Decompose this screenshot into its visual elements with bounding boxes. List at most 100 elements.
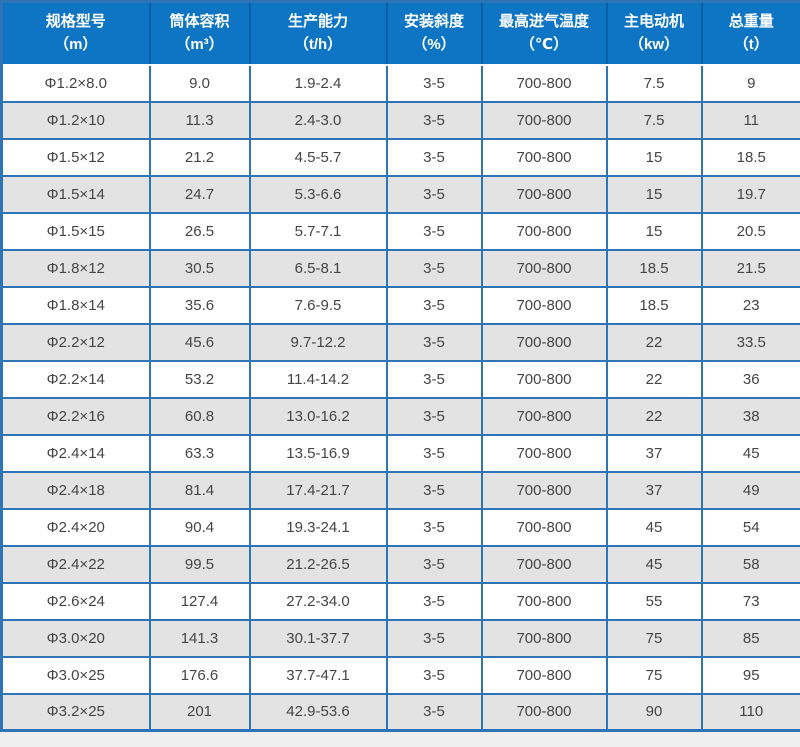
table-row: Φ3.0×25 176.6 37.7-47.1 3-5 700-800 75 95 bbox=[0, 655, 800, 695]
value-cell: 37 bbox=[605, 470, 703, 510]
value-cell: 7.6-9.5 bbox=[248, 285, 388, 325]
model-cell: Φ1.2×10 bbox=[0, 100, 151, 140]
value-cell: 13.5-16.9 bbox=[248, 433, 388, 473]
value-cell: 37 bbox=[605, 433, 703, 473]
value-cell: 9.0 bbox=[148, 63, 251, 103]
column-header-unit: （℃） bbox=[519, 36, 569, 54]
value-cell: 54 bbox=[700, 507, 800, 547]
column-header-label: 筒体容积 bbox=[169, 13, 230, 30]
table-row: Φ3.2×25 201 42.9-53.6 3-5 700-800 90 110 bbox=[0, 692, 800, 732]
value-cell: 18.5 bbox=[605, 285, 703, 325]
table-row: Φ2.4×14 63.3 13.5-16.9 3-5 700-800 37 45 bbox=[0, 433, 800, 473]
table-row: Φ2.4×20 90.4 19.3-24.1 3-5 700-800 45 54 bbox=[0, 507, 800, 547]
value-cell: 21.5 bbox=[700, 248, 800, 288]
spec-table: 规格型号 （m） 筒体容积 （m³） 生产能力 （t/h） 安装斜度 （%） 最高进气温度 （℃）… bbox=[0, 0, 800, 732]
model-cell: Φ1.5×12 bbox=[0, 137, 151, 177]
table-header: 规格型号 （m） 筒体容积 （m³） 生产能力 （t/h） 安装斜度 （%） 最高进气温度 （℃）… bbox=[1, 1, 800, 66]
column-header-unit: （kw） bbox=[628, 36, 679, 54]
value-cell: 3-5 bbox=[385, 63, 483, 103]
value-cell: 3-5 bbox=[385, 137, 483, 177]
value-cell: 2.4-3.0 bbox=[248, 100, 388, 140]
model-cell: Φ1.5×14 bbox=[0, 174, 151, 214]
header-row: 规格型号 （m） 筒体容积 （m³） 生产能力 （t/h） 安装斜度 （%） 最高进气温度 （℃）… bbox=[1, 1, 800, 66]
value-cell: 19.3-24.1 bbox=[248, 507, 388, 547]
model-cell: Φ2.6×24 bbox=[0, 581, 151, 621]
value-cell: 700-800 bbox=[480, 137, 608, 177]
value-cell: 1.9-2.4 bbox=[248, 63, 388, 103]
column-header-unit: （m） bbox=[54, 36, 98, 54]
value-cell: 15 bbox=[605, 137, 703, 177]
model-cell: Φ2.4×18 bbox=[0, 470, 151, 510]
column-header-label: 规格型号 bbox=[45, 13, 106, 30]
table-row: Φ2.2×12 45.6 9.7-12.2 3-5 700-800 22 33.5 bbox=[0, 322, 800, 362]
value-cell: 11.3 bbox=[148, 100, 251, 140]
value-cell: 3-5 bbox=[385, 248, 483, 288]
value-cell: 24.7 bbox=[148, 174, 251, 214]
value-cell: 33.5 bbox=[700, 322, 800, 362]
value-cell: 4.5-5.7 bbox=[248, 137, 388, 177]
column-header-label: 主电动机 bbox=[623, 13, 684, 30]
value-cell: 3-5 bbox=[385, 470, 483, 510]
value-cell: 700-800 bbox=[480, 692, 608, 732]
model-cell: Φ1.2×8.0 bbox=[0, 63, 151, 103]
value-cell: 110 bbox=[700, 692, 800, 732]
column-header: 主电动机 （kw） bbox=[605, 1, 702, 66]
model-cell: Φ1.5×15 bbox=[0, 211, 151, 251]
value-cell: 700-800 bbox=[480, 433, 608, 473]
value-cell: 176.6 bbox=[148, 655, 251, 695]
value-cell: 21.2 bbox=[148, 137, 251, 177]
value-cell: 5.7-7.1 bbox=[248, 211, 388, 251]
table-row: Φ3.0×20 141.3 30.1-37.7 3-5 700-800 75 85 bbox=[0, 618, 800, 658]
value-cell: 35.6 bbox=[148, 285, 251, 325]
value-cell: 37.7-47.1 bbox=[248, 655, 388, 695]
value-cell: 15 bbox=[605, 211, 703, 251]
value-cell: 45 bbox=[605, 507, 703, 547]
value-cell: 58 bbox=[700, 544, 800, 584]
model-cell: Φ3.0×25 bbox=[0, 655, 151, 695]
value-cell: 90.4 bbox=[148, 507, 251, 547]
column-header: 安装斜度 （%） bbox=[385, 1, 482, 66]
column-header-label: 最高进气温度 bbox=[498, 13, 589, 30]
value-cell: 3-5 bbox=[385, 396, 483, 436]
model-cell: Φ2.4×22 bbox=[0, 544, 151, 584]
value-cell: 3-5 bbox=[385, 655, 483, 695]
value-cell: 15 bbox=[605, 174, 703, 214]
value-cell: 3-5 bbox=[385, 359, 483, 399]
table-row: Φ2.6×24 127.4 27.2-34.0 3-5 700-800 55 73 bbox=[0, 581, 800, 621]
value-cell: 3-5 bbox=[385, 433, 483, 473]
value-cell: 700-800 bbox=[480, 470, 608, 510]
model-cell: Φ2.2×14 bbox=[0, 359, 151, 399]
model-cell: Φ2.4×20 bbox=[0, 507, 151, 547]
value-cell: 26.5 bbox=[148, 211, 251, 251]
value-cell: 3-5 bbox=[385, 211, 483, 251]
value-cell: 49 bbox=[700, 470, 800, 510]
value-cell: 18.5 bbox=[605, 248, 703, 288]
table-row: Φ2.4×22 99.5 21.2-26.5 3-5 700-800 45 58 bbox=[0, 544, 800, 584]
value-cell: 95 bbox=[700, 655, 800, 695]
value-cell: 3-5 bbox=[385, 581, 483, 621]
value-cell: 700-800 bbox=[480, 544, 608, 584]
value-cell: 7.5 bbox=[605, 100, 703, 140]
value-cell: 700-800 bbox=[480, 211, 608, 251]
value-cell: 27.2-34.0 bbox=[248, 581, 388, 621]
value-cell: 700-800 bbox=[480, 655, 608, 695]
value-cell: 63.3 bbox=[148, 433, 251, 473]
value-cell: 19.7 bbox=[700, 174, 800, 214]
value-cell: 18.5 bbox=[700, 137, 800, 177]
value-cell: 42.9-53.6 bbox=[248, 692, 388, 732]
column-header-unit: （m³） bbox=[175, 36, 224, 54]
table-row: Φ1.5×14 24.7 5.3-6.6 3-5 700-800 15 19.7 bbox=[0, 174, 800, 214]
table-row: Φ1.8×12 30.5 6.5-8.1 3-5 700-800 18.5 21.5 bbox=[0, 248, 800, 288]
value-cell: 3-5 bbox=[385, 174, 483, 214]
table-row: Φ2.2×16 60.8 13.0-16.2 3-5 700-800 22 38 bbox=[0, 396, 800, 436]
model-cell: Φ1.8×12 bbox=[0, 248, 151, 288]
value-cell: 45 bbox=[605, 544, 703, 584]
value-cell: 9 bbox=[700, 63, 800, 103]
column-header-unit: （t/h） bbox=[293, 36, 343, 54]
value-cell: 3-5 bbox=[385, 100, 483, 140]
value-cell: 55 bbox=[605, 581, 703, 621]
table-row: Φ1.5×12 21.2 4.5-5.7 3-5 700-800 15 18.5 bbox=[0, 137, 800, 177]
model-cell: Φ3.0×20 bbox=[0, 618, 151, 658]
value-cell: 22 bbox=[605, 359, 703, 399]
value-cell: 36 bbox=[700, 359, 800, 399]
